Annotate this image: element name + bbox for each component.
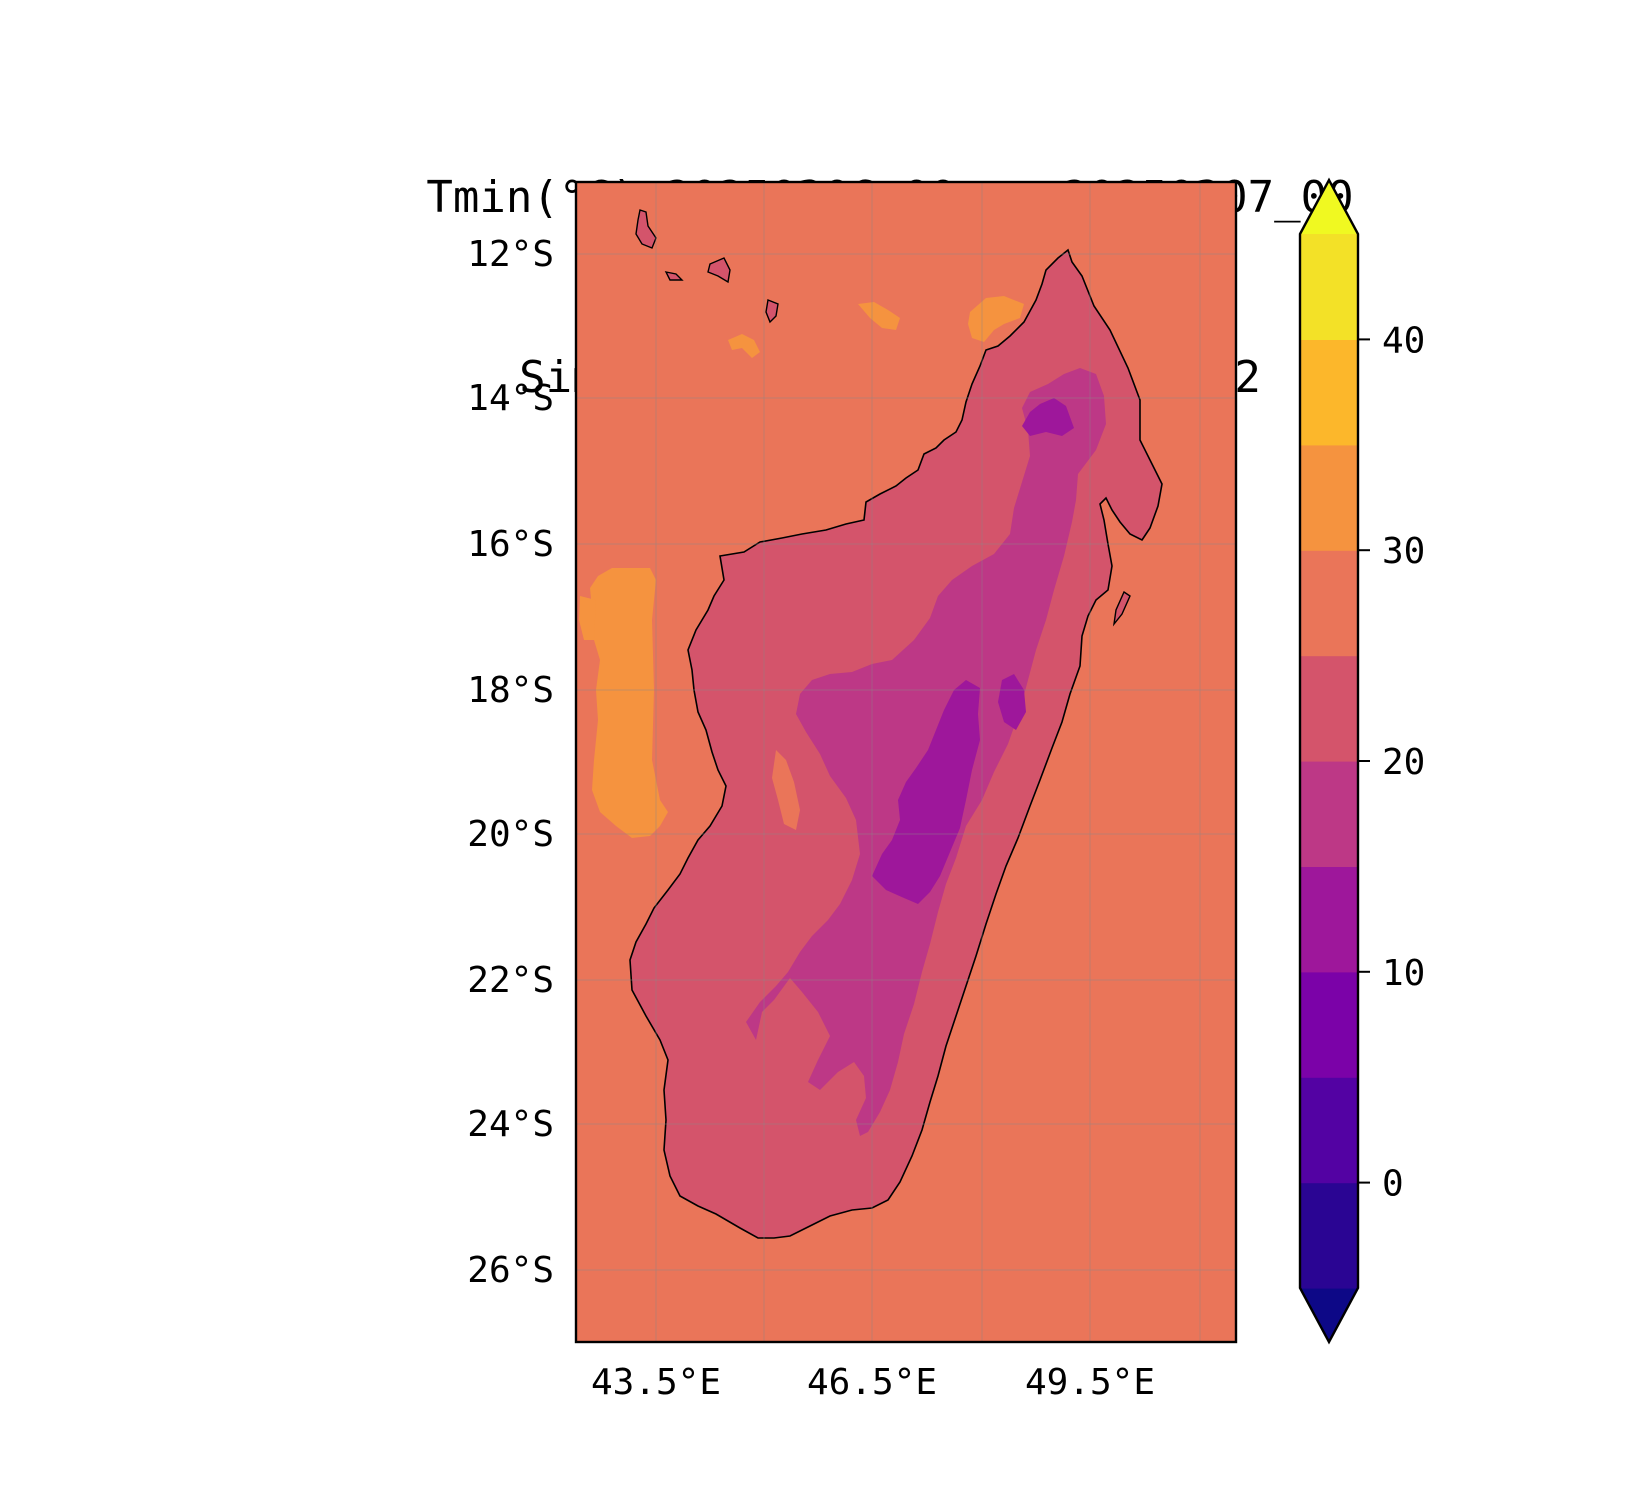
colorbar-band <box>1300 1077 1358 1184</box>
lon-label: 49.5°E <box>1025 1362 1155 1403</box>
latitude-labels: 12°S 14°S 16°S 18°S 20°S 22°S 24°S 26°S <box>467 234 554 1291</box>
colorbar-band <box>1300 866 1358 973</box>
colorbar-tick-label: 10 <box>1382 953 1425 994</box>
lat-label: 24°S <box>467 1104 554 1145</box>
lat-label: 22°S <box>467 960 554 1001</box>
highland-core-north <box>1022 398 1074 436</box>
colorbar-band <box>1300 234 1358 340</box>
map-frame <box>574 180 1238 1344</box>
island-mayotte-area <box>635 209 657 249</box>
lat-label: 20°S <box>467 814 554 855</box>
warm-water-patch-north-3 <box>728 334 760 358</box>
map-gridlines <box>576 182 1236 1342</box>
warm-water-patch-north-1 <box>968 296 1024 342</box>
longitude-labels: 43.5°E 46.5°E 49.5°E <box>591 1362 1155 1403</box>
colorbar-tick-label: 0 <box>1382 1164 1404 1205</box>
map-plot-area <box>576 182 1236 1342</box>
highland-region <box>746 368 1106 1136</box>
west-lowland-warm-lobe <box>772 750 800 830</box>
island-nosy-be-area <box>707 257 731 284</box>
colorbar-band <box>1300 761 1358 867</box>
colorbar-extend-high <box>1300 180 1358 234</box>
colorbar-band <box>1300 444 1358 551</box>
island-sainte-marie <box>1112 590 1131 627</box>
highland-core-east <box>998 674 1026 730</box>
island-small-2 <box>765 299 779 324</box>
colorbar-band <box>1300 1182 1358 1289</box>
colorbar-tick-label: 30 <box>1382 531 1425 572</box>
colorbar-band <box>1300 971 1358 1078</box>
island-small-1 <box>664 271 684 281</box>
lat-label: 26°S <box>467 1250 554 1291</box>
colorbar-outline <box>1298 177 1360 1345</box>
lat-label: 12°S <box>467 234 554 275</box>
lat-label: 18°S <box>467 670 554 711</box>
lon-label: 43.5°E <box>591 1362 721 1403</box>
colorbar-band <box>1300 550 1358 657</box>
colorbar-band <box>1300 339 1358 446</box>
warm-water-patch-north-2 <box>858 302 900 330</box>
colorbar-tick-label: 40 <box>1382 320 1425 361</box>
colorbar-tick-label: 20 <box>1382 742 1425 783</box>
warm-water-patch-west-small <box>579 596 596 640</box>
colorbar-band <box>1300 655 1358 762</box>
colorbar: 0 10 20 30 40 <box>1298 177 1425 1345</box>
highland-core-region <box>872 680 980 904</box>
colorbar-extend-low <box>1300 1288 1358 1342</box>
warm-water-patch-west <box>590 568 668 838</box>
lon-label: 46.5°E <box>807 1362 937 1403</box>
lat-label: 16°S <box>467 524 554 565</box>
lat-label: 14°S <box>467 378 554 419</box>
